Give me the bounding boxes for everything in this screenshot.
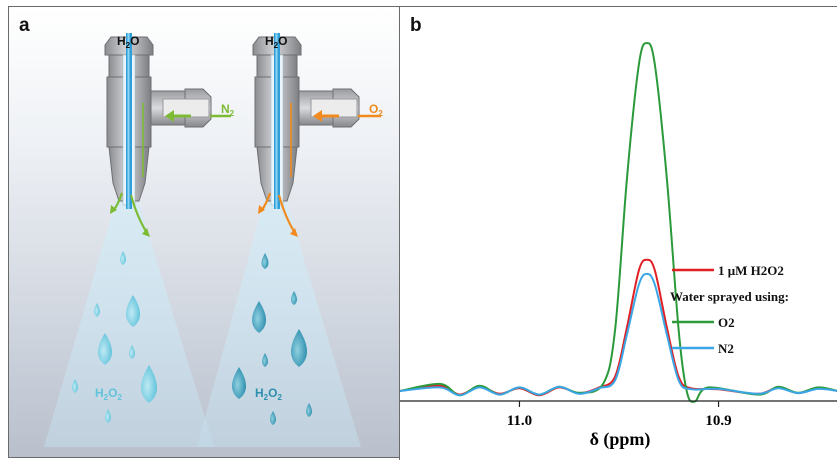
water-label-right: H2O <box>265 34 287 50</box>
legend: 1 μM H2O2 Water sprayed using: O2 N2 <box>670 263 789 356</box>
n2-label: N2 <box>221 102 235 118</box>
nmr-spectrum-panel: b 11.0 10.9 δ (ppm) 1 μM H2O2 Water spraye… <box>399 6 837 460</box>
legend-label: N2 <box>718 341 734 356</box>
series-line-o2 <box>400 42 837 403</box>
exit-arrows-left <box>110 192 150 237</box>
x-axis-label: δ (ppm) <box>590 429 651 450</box>
water-label-left: H2O <box>117 34 139 50</box>
legend-label: O2 <box>718 315 735 330</box>
exit-arrows-right <box>258 192 298 237</box>
tick-layer: 11.0 10.9 <box>507 401 732 429</box>
nozzle-right <box>252 33 360 210</box>
x-tick-label: 11.0 <box>507 413 532 429</box>
gas-inlet-o2 <box>290 103 381 177</box>
panel-letter-a: a <box>19 15 30 36</box>
o2-label: O2 <box>369 102 383 118</box>
panel-letter-b: b <box>410 15 422 36</box>
x-tick-label: 10.9 <box>705 413 731 429</box>
series-layer <box>400 42 837 403</box>
h2o2-label-right: H2O2 <box>255 386 282 402</box>
spray-schematic: H2O H2O N2 O2 H2O2 H2O2 <box>44 33 383 447</box>
nmr-chart: 11.0 10.9 δ (ppm) 1 μM H2O2 Water sprayed … <box>400 42 837 450</box>
gas-inlet-n2 <box>142 103 231 177</box>
h2o2-label-left: H2O2 <box>95 386 122 402</box>
legend-label: Water sprayed using: <box>670 289 789 304</box>
nozzle-left <box>104 33 212 210</box>
droplets-left <box>72 251 157 423</box>
legend-label: 1 μM H2O2 <box>718 263 784 278</box>
spray-schematic-panel: a <box>8 6 400 458</box>
spray-cone-right <box>197 197 361 447</box>
droplets-right <box>232 253 312 425</box>
series-line-n2 <box>400 272 837 397</box>
